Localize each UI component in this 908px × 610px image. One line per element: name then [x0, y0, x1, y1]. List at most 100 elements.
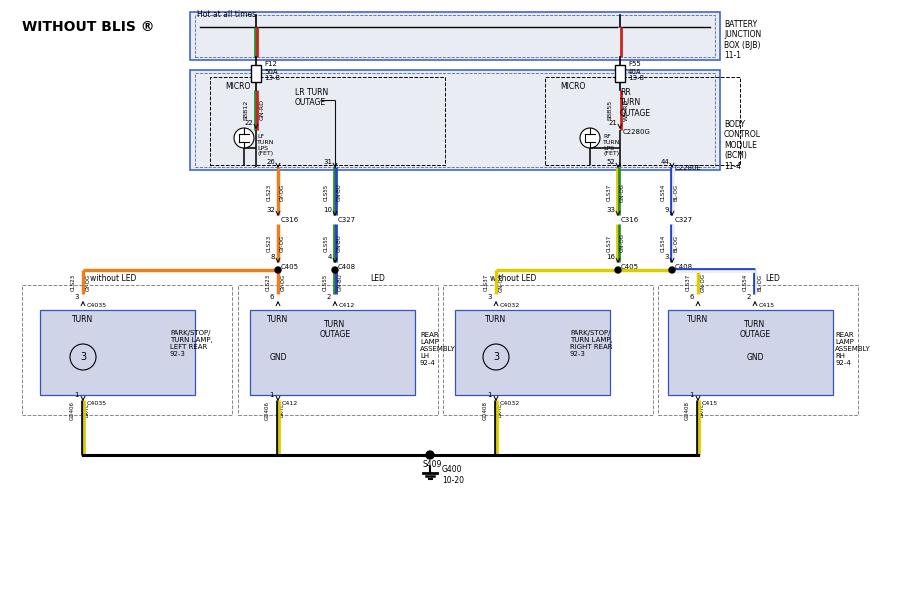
Text: REAR
LAMP
ASSEMBLY
RH
92-4: REAR LAMP ASSEMBLY RH 92-4: [835, 332, 871, 366]
Text: 1: 1: [689, 392, 694, 398]
Text: GY-OG: GY-OG: [280, 234, 284, 251]
Circle shape: [275, 267, 281, 273]
Text: GD406: GD406: [70, 401, 74, 420]
Text: GN-OG: GN-OG: [619, 234, 625, 253]
Text: TURN: TURN: [486, 315, 507, 324]
Text: 1: 1: [74, 392, 79, 398]
Bar: [238, 285, 438, 415]
Text: GY-OG: GY-OG: [280, 184, 284, 201]
Text: BK-YE: BK-YE: [84, 403, 90, 417]
Text: F55
40A
13-8: F55 40A 13-8: [628, 62, 644, 82]
Text: PARK/STOP/
TURN LAMP,
LEFT REAR
92-3: PARK/STOP/ TURN LAMP, LEFT REAR 92-3: [170, 330, 212, 357]
Text: C408: C408: [338, 264, 356, 270]
Text: 9: 9: [665, 207, 669, 213]
Text: BODY
CONTROL
MODULE
(BCM)
11-4: BODY CONTROL MODULE (BCM) 11-4: [724, 120, 761, 171]
Text: BL-OG: BL-OG: [757, 273, 763, 290]
Text: C327: C327: [675, 217, 693, 223]
Bar: [195, 15, 715, 57]
Text: C415: C415: [759, 303, 775, 308]
Text: CLS37: CLS37: [607, 234, 611, 251]
Text: 6: 6: [270, 294, 274, 300]
Text: C2280E: C2280E: [675, 165, 702, 171]
Text: 31: 31: [323, 159, 332, 165]
Text: 21: 21: [608, 120, 617, 126]
Text: 22: 22: [244, 120, 253, 126]
Circle shape: [615, 267, 621, 273]
Text: RR
TURN
OUTAGE: RR TURN OUTAGE: [620, 88, 651, 118]
Text: 33: 33: [606, 207, 615, 213]
Text: Hot at all times: Hot at all times: [197, 10, 256, 19]
Circle shape: [70, 344, 96, 370]
Text: GN-BU: GN-BU: [338, 273, 342, 291]
Text: C4035: C4035: [87, 303, 107, 308]
Text: TURN: TURN: [73, 315, 94, 324]
Text: PARK/STOP/
TURN LAMP,
RIGHT REAR
92-3: PARK/STOP/ TURN LAMP, RIGHT REAR 92-3: [570, 330, 613, 357]
Text: GN-OG: GN-OG: [619, 182, 625, 201]
Text: without LED: without LED: [90, 274, 136, 283]
Text: GN-BU: GN-BU: [337, 234, 341, 252]
Text: 3: 3: [493, 352, 499, 362]
Text: C4032: C4032: [500, 401, 520, 406]
Text: 2: 2: [327, 294, 331, 300]
Text: 10: 10: [323, 207, 332, 213]
Text: BK-YE: BK-YE: [498, 403, 502, 417]
Text: LF
TURN
LPS
(FET): LF TURN LPS (FET): [257, 134, 274, 156]
Text: GN-OG: GN-OG: [700, 273, 706, 292]
Text: 3: 3: [488, 294, 492, 300]
Text: GND: GND: [270, 354, 287, 362]
Text: BL-OG: BL-OG: [674, 234, 678, 251]
Text: TURN
OUTAGE: TURN OUTAGE: [739, 320, 771, 339]
Text: LR TURN
OUTAGE: LR TURN OUTAGE: [295, 88, 329, 107]
Text: 44: 44: [660, 159, 669, 165]
Text: CLS37: CLS37: [607, 184, 611, 201]
Text: S409: S409: [422, 460, 441, 469]
Text: TURN: TURN: [687, 315, 708, 324]
Text: C316: C316: [621, 217, 639, 223]
Text: without LED: without LED: [490, 274, 537, 283]
Text: GN-OG: GN-OG: [498, 273, 504, 292]
Text: GD408: GD408: [685, 401, 689, 420]
Text: C316: C316: [281, 217, 300, 223]
Text: CLS23: CLS23: [265, 273, 271, 290]
Text: CLS23: CLS23: [267, 184, 271, 201]
Text: CLS23: CLS23: [267, 234, 271, 251]
Bar: [455, 310, 610, 395]
Bar: [190, 12, 720, 60]
Bar: [545, 77, 740, 165]
Text: C412: C412: [282, 401, 298, 406]
Text: LED: LED: [765, 274, 780, 283]
Text: BATTERY
JUNCTION
BOX (BJB)
11-1: BATTERY JUNCTION BOX (BJB) 11-1: [724, 20, 761, 60]
Text: BL-OG: BL-OG: [674, 184, 678, 201]
Text: CLS55: CLS55: [323, 184, 329, 201]
Text: CLS54: CLS54: [660, 184, 666, 201]
Text: C4032: C4032: [500, 303, 520, 308]
Circle shape: [580, 128, 600, 148]
Text: F12
50A
13-8: F12 50A 13-8: [264, 62, 280, 82]
Text: 3: 3: [665, 254, 669, 260]
Text: BK-YE: BK-YE: [699, 403, 705, 417]
Bar: [195, 73, 715, 167]
Text: TURN: TURN: [267, 315, 289, 324]
Text: C412: C412: [339, 303, 355, 308]
Text: 3: 3: [80, 352, 86, 362]
Text: LED: LED: [370, 274, 385, 283]
Text: C408: C408: [675, 264, 693, 270]
Text: GN-BU: GN-BU: [337, 183, 341, 201]
Text: TURN
OUTAGE: TURN OUTAGE: [320, 320, 350, 339]
Text: CLS23: CLS23: [71, 273, 75, 290]
Text: C4035: C4035: [87, 401, 107, 406]
Text: 52: 52: [607, 159, 615, 165]
Text: 3: 3: [74, 294, 79, 300]
Text: 16: 16: [606, 254, 615, 260]
Text: 2: 2: [746, 294, 751, 300]
Text: C2280G: C2280G: [623, 129, 651, 135]
Text: 1: 1: [270, 392, 274, 398]
Text: C415: C415: [702, 401, 718, 406]
Bar: [210, 77, 445, 165]
Text: GY-OG: GY-OG: [281, 273, 285, 290]
Circle shape: [332, 267, 338, 273]
Text: 6: 6: [689, 294, 694, 300]
Text: 1: 1: [488, 392, 492, 398]
Text: CLS54: CLS54: [660, 234, 666, 251]
Text: CLS55: CLS55: [322, 273, 328, 290]
